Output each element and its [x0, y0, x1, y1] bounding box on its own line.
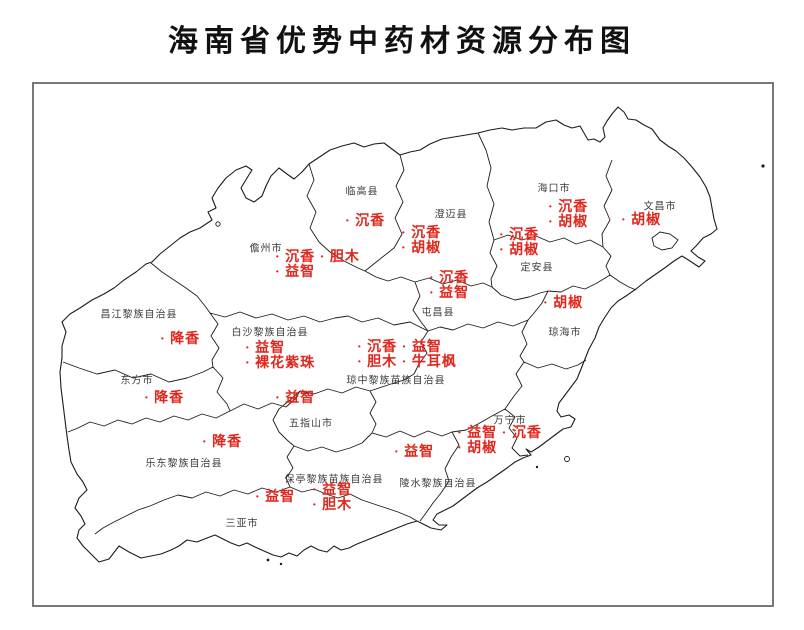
herb-line: · 沉香 · 益智 [357, 340, 442, 355]
map-title: 海南省优势中药材资源分布图 [168, 25, 636, 58]
herb-line: · 沉香 · 胆木 [275, 250, 360, 265]
region-label-琼海市: 琼海市 [548, 327, 582, 339]
map-frame [32, 82, 774, 607]
herb-line: · 沉香 [401, 226, 442, 241]
region-label-琼中黎族苗族自治县: 琼中黎族苗族自治县 [346, 375, 446, 387]
herb-line: · 降香 [144, 391, 185, 406]
herb-line: · 沉香 [499, 228, 540, 243]
herb-label-三亚市: · 益智 [255, 490, 295, 505]
region-label-定安县: 定安县 [520, 262, 554, 274]
herb-line: · 益智 [394, 445, 435, 460]
herb-label-琼海市: · 胡椒 [543, 296, 583, 311]
herb-label-白沙黎族自治县: · 益智 · 裸花紫珠 [245, 341, 315, 371]
herb-label-文昌市: · 胡椒 [621, 213, 661, 228]
region-label-文昌市: 文昌市 [643, 201, 677, 213]
herb-line: · 益智 [255, 490, 296, 505]
region-label-海口市: 海口市 [537, 183, 571, 195]
herb-line: · 沉香 [548, 200, 589, 215]
yangpu-islet-circle [215, 221, 221, 227]
county-boundaries [62, 132, 637, 535]
herb-label-万宁市: · 益智 · 沉香 · 胡椒 [457, 426, 542, 456]
herb-label-东方市: · 降香 [144, 391, 184, 406]
wenchang-lagoon-outline [651, 231, 679, 251]
herb-line: · 胆木 · 牛耳枫 [357, 355, 457, 370]
herb-line: · 益智 [429, 286, 470, 301]
region-label-昌江黎族自治县: 昌江黎族自治县 [100, 309, 178, 321]
region-label-陵水黎族自治县: 陵水黎族自治县 [399, 478, 477, 490]
region-label-澄迈县: 澄迈县 [434, 209, 468, 221]
herb-line: · 沉香 [345, 214, 386, 229]
herb-label-五指山市: · 益智 [275, 391, 315, 406]
herb-label-昌江黎族自治县: · 降香 [160, 332, 200, 347]
region-label-乐东黎族自治县: 乐东黎族自治县 [145, 458, 223, 470]
herb-label-定安县: · 沉香 · 胡椒 [499, 228, 539, 258]
region-label-儋州市: 儋州市 [249, 243, 283, 255]
herb-line: · 益智 [275, 265, 316, 280]
herb-label-陵水黎族自治县: · 益智 [394, 445, 434, 460]
herb-line: · 胡椒 [401, 241, 442, 256]
wanning-islet-circle [564, 456, 570, 462]
herb-line: · 胡椒 [543, 296, 584, 311]
herb-line: · 降香 [202, 435, 243, 450]
herb-line: · 降香 [160, 332, 201, 347]
region-label-保亭黎族苗族自治县: 保亭黎族苗族自治县 [284, 474, 384, 486]
region-label-屯昌县: 屯昌县 [421, 307, 455, 319]
herb-line: · 益智 [275, 391, 316, 406]
herb-line: · 沉香 [429, 271, 470, 286]
herb-label-乐东黎族自治县: · 降香 [202, 435, 242, 450]
islet-dot-4 [761, 164, 765, 168]
islet-dot-2 [266, 558, 270, 562]
herb-label-儋州市: · 沉香 · 胆木 · 益智 [275, 250, 360, 280]
herb-label-保亭黎族苗族自治县: · 益智 · 胆木 [312, 483, 352, 513]
islet-dot-1 [535, 465, 539, 469]
region-label-东方市: 东方市 [120, 375, 154, 387]
island-outline [59, 106, 718, 563]
islet-dot-3 [279, 562, 283, 566]
herb-line: · 裸花紫珠 [245, 356, 316, 371]
region-label-临高县: 临高县 [345, 186, 379, 198]
herb-line: · 胆木 [312, 498, 353, 513]
region-label-三亚市: 三亚市 [225, 518, 259, 530]
region-label-五指山市: 五指山市 [289, 418, 333, 430]
herb-line: · 胡椒 [621, 213, 662, 228]
herb-label-琼中黎族苗族自治县: · 沉香 · 益智 · 胆木 · 牛耳枫 [357, 340, 457, 370]
herb-label-海口市: · 沉香 · 胡椒 [548, 200, 588, 230]
herb-line: · 益智 [312, 483, 353, 498]
region-label-白沙黎族自治县: 白沙黎族自治县 [231, 327, 309, 339]
herb-label-屯昌县: · 沉香 · 益智 [429, 271, 469, 301]
herb-label-临高县: · 沉香 [345, 214, 385, 229]
herb-line: · 胡椒 [457, 441, 498, 456]
herb-line: · 益智 · 沉香 [457, 426, 542, 441]
herb-label-澄迈县: · 沉香 · 胡椒 [401, 226, 441, 256]
region-label-万宁市: 万宁市 [493, 415, 527, 427]
herb-line: · 胡椒 [548, 215, 589, 230]
herb-line: · 胡椒 [499, 243, 540, 258]
herb-line: · 益智 [245, 341, 286, 356]
